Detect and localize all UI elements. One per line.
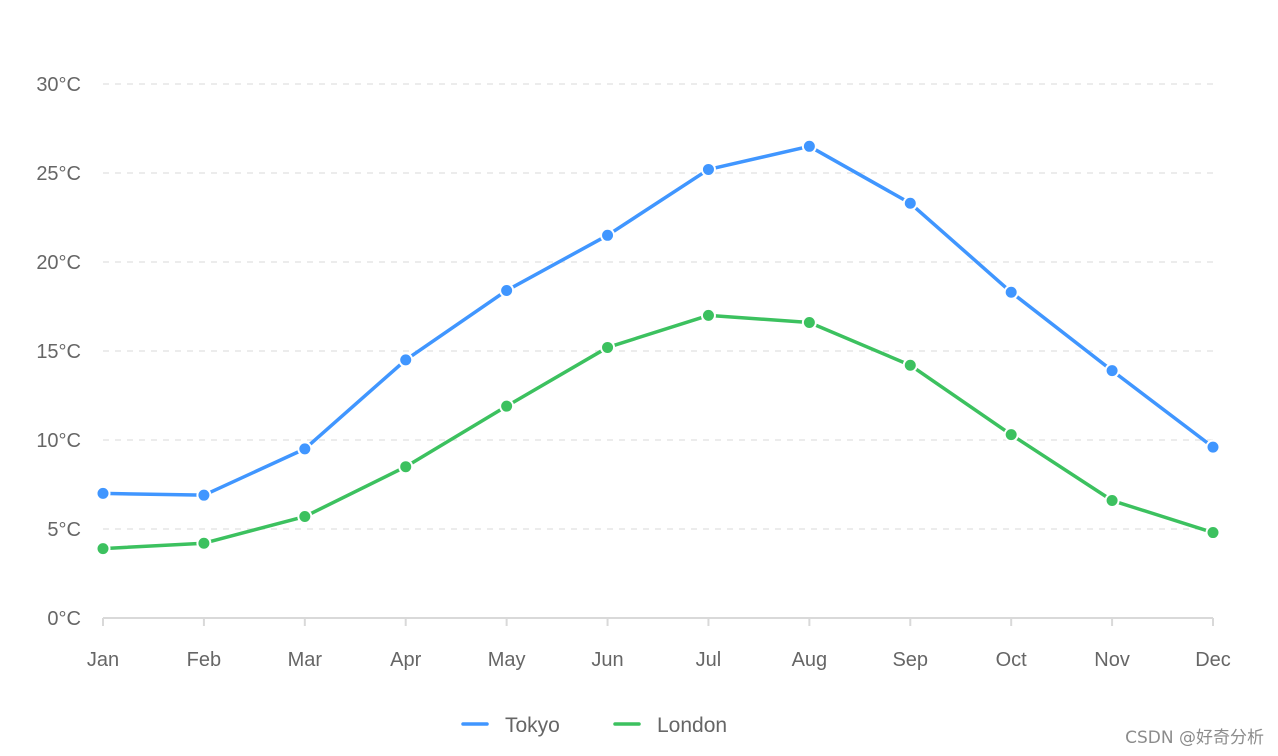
data-point-london[interactable] [297,509,313,525]
data-point-london[interactable] [600,339,616,355]
legend: Tokyo London [461,714,727,737]
series-layer [95,138,1221,557]
data-point-london[interactable] [1003,427,1019,443]
x-tick-label: Apr [390,649,421,671]
data-point-tokyo[interactable] [398,352,414,368]
data-point-tokyo[interactable] [801,138,817,154]
watermark: CSDN @好奇分析 [1125,728,1264,748]
data-point-tokyo[interactable] [499,282,515,298]
data-point-london[interactable] [1104,493,1120,509]
legend-item-london[interactable]: London [613,714,727,737]
x-tick-label: Aug [792,649,828,671]
data-point-tokyo[interactable] [700,161,716,177]
y-tick-label: 25°C [36,163,81,185]
x-tick-label: Jul [696,649,722,671]
x-tick-label: Jun [591,649,623,671]
data-point-london[interactable] [398,459,414,475]
data-point-london[interactable] [700,307,716,323]
x-tick-label: Nov [1094,649,1130,671]
data-point-tokyo[interactable] [95,485,111,501]
y-tick-label: 15°C [36,341,81,363]
y-tick-label: 0°C [47,608,81,630]
data-point-tokyo[interactable] [196,487,212,503]
data-point-london[interactable] [902,357,918,373]
y-tick-label: 20°C [36,252,81,274]
data-point-tokyo[interactable] [600,227,616,243]
data-point-london[interactable] [801,315,817,331]
legend-label: Tokyo [505,714,560,737]
data-point-tokyo[interactable] [1003,284,1019,300]
data-point-tokyo[interactable] [1205,439,1221,455]
data-point-london[interactable] [1205,525,1221,541]
series-line-london [101,313,1215,551]
grid-layer [103,83,1213,530]
data-point-london[interactable] [499,398,515,414]
data-point-tokyo[interactable] [297,441,313,457]
data-point-london[interactable] [95,541,111,557]
x-tick-label: Jan [87,649,119,671]
x-tick-label: May [488,649,526,671]
legend-label: London [657,714,727,737]
series-line-tokyo [101,144,1215,497]
y-tick-label: 30°C [36,74,81,96]
x-tick-label: Oct [996,649,1028,671]
y-tick-label: 10°C [36,430,81,452]
y-tick-label: 5°C [47,519,81,541]
data-point-tokyo[interactable] [1104,363,1120,379]
data-point-tokyo[interactable] [902,195,918,211]
legend-item-tokyo[interactable]: Tokyo [461,714,560,737]
x-tick-label: Mar [288,649,323,671]
data-point-london[interactable] [196,535,212,551]
x-tick-label: Sep [892,649,928,671]
x-tick-label: Dec [1195,649,1231,671]
x-tick-label: Feb [187,649,221,671]
axis-layer: 0°C 5°C 10°C 15°C 20°C 25°C 30°C Jan Feb Mar Apr Ma… [36,74,1230,671]
